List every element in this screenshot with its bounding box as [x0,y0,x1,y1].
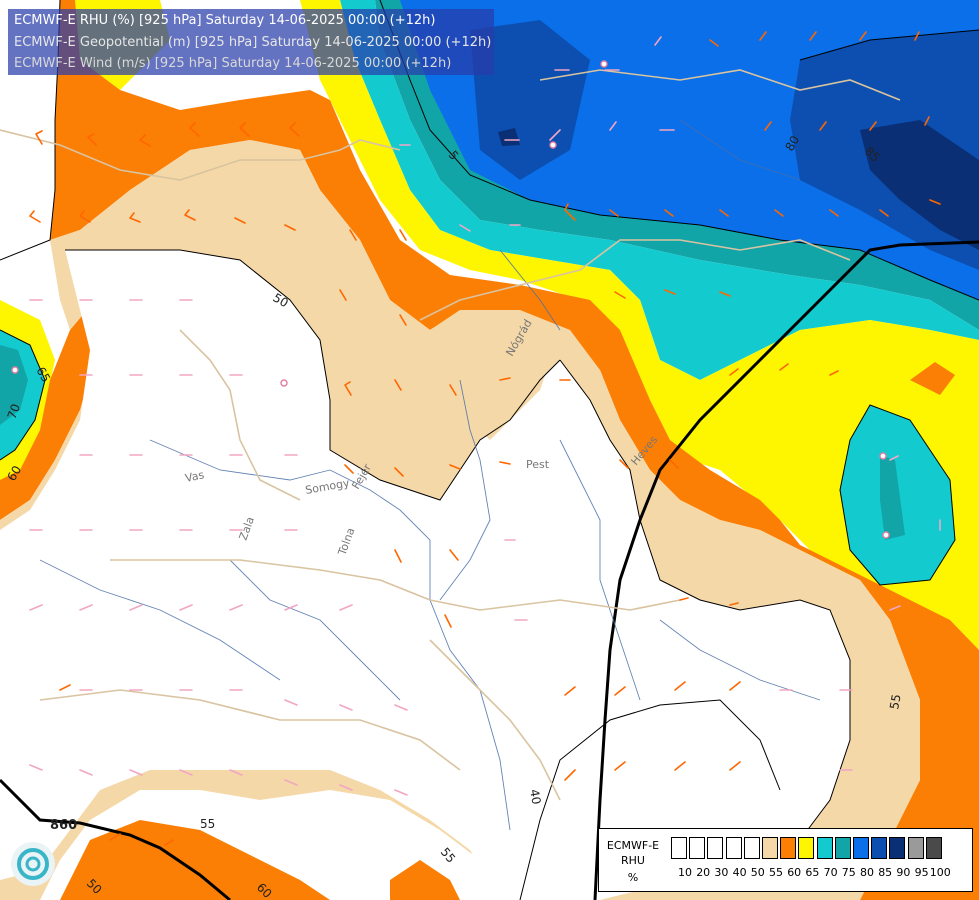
legend-tick-label: 55 [769,866,783,879]
legend-swatch [707,837,724,859]
legend-tick-label: 70 [823,866,838,879]
legend-tick-label: 80 [860,866,874,879]
legend-swatch [762,837,778,859]
legend-swatch [780,837,797,859]
legend-swatch [889,837,906,859]
legend-swatch [689,837,706,859]
title-wind: ECMWF-E Wind (m/s) [925 hPa] Saturday 14… [14,56,452,71]
geopotential-line [0,778,231,900]
legend-swatch [743,837,760,859]
geopotential-contour-label: 860 [50,818,77,833]
legend-tick-label: 85 [878,866,893,879]
title-rhu: ECMWF-E RHU (%) [925 hPa] Saturday 14-06… [14,13,436,28]
rhu-90-zone-small [498,128,520,146]
rhu-70-zone [340,0,979,380]
legend-tick-label: 100 [929,866,951,879]
legend-name-line: RHU [621,854,645,867]
legend-tick-label: 30 [714,866,729,879]
rhu-contour-label: 80 [782,133,802,153]
legend-tick-label: 40 [732,866,747,879]
rhu-75-zone-west [0,345,28,425]
rhu-contour-label: 55 [887,693,903,710]
rhu-85-zone [470,20,590,180]
city-markers [11,60,890,539]
legend-tick-label: 60 [787,866,802,879]
borders [0,69,901,801]
rhu-contour-label: 70 [5,402,23,421]
rhu-55-zone-pocket2 [440,330,550,440]
rhu-contour-label: 50 [271,290,291,310]
legend-swatch [853,837,869,859]
contour-line [559,359,851,841]
contour-line [519,699,781,900]
rhu-dry-zone [0,250,850,900]
rhu-75-zone-east [880,455,905,540]
legend-swatch [798,837,815,859]
contour-line [0,329,46,461]
rhu-contour-label: 55 [200,817,215,831]
contour-line [839,404,956,586]
legend-name-line: ECMWF-E [606,839,660,852]
rhu-contour-label: 60 [4,463,24,483]
legend-swatch [816,837,833,859]
rhu-60-zone-south2 [390,860,460,900]
legend-tick-label: 20 [696,866,711,879]
rhu-contour-label: 65 [33,365,53,385]
title-box [8,9,494,75]
rhu-55-zone-pocket [320,330,440,470]
rhu-contour-label: 60 [254,880,275,900]
legend-swatch [725,837,742,859]
legend-tick-label: 95 [914,866,929,879]
contour-line [799,29,979,61]
legend-swatch [871,837,888,859]
contour-line [65,249,561,501]
legend-swatch [925,837,942,859]
rhu-90-zone [860,120,979,250]
legend-tick-label: 10 [678,866,692,879]
rhu-contour-label: 40 [527,788,543,805]
rhu-75-zone [375,0,979,330]
legend-tick-label: 65 [805,866,820,879]
place-label: Pest [526,458,550,471]
contour-line [379,0,979,301]
title-geopotential: ECMWF-E Geopotential (m) [925 hPa] Satur… [14,35,492,50]
rhu-65-zone [300,0,979,650]
logo [11,842,55,886]
rhu-60-zone-sw [0,300,100,520]
legend-swatch [671,837,687,859]
place-label: Vas [184,468,206,485]
legend-swatch [907,837,924,859]
wind-barbs [29,31,941,846]
legend-tick-label: 90 [896,866,911,879]
geopotential-line [593,240,979,900]
legend-name-line: % [627,871,639,884]
rhu-60-zone-east [910,362,955,395]
legend-tick-label: 50 [750,866,765,879]
legend-swatch [834,837,851,859]
legend-tick-label: 75 [841,866,856,879]
rhu-60-zone-south [60,820,330,900]
rhu-legend: ECMWF-E RHU % 10 20 30 40 50 55 60 65 70 75 80 85 90… [598,828,973,892]
